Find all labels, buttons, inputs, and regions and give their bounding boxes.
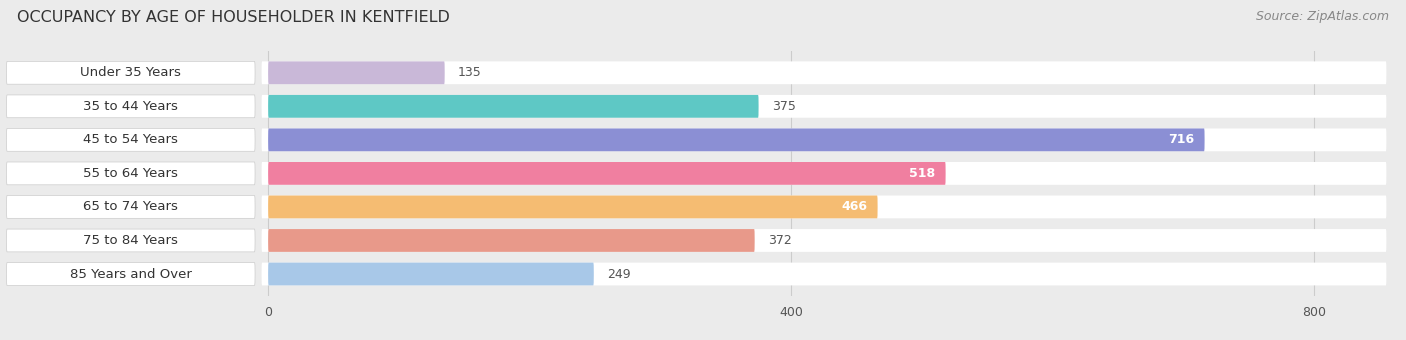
Text: 65 to 74 Years: 65 to 74 Years	[83, 201, 179, 214]
FancyBboxPatch shape	[262, 62, 1386, 84]
Text: Under 35 Years: Under 35 Years	[80, 66, 181, 79]
FancyBboxPatch shape	[7, 129, 254, 151]
FancyBboxPatch shape	[269, 162, 946, 185]
Text: OCCUPANCY BY AGE OF HOUSEHOLDER IN KENTFIELD: OCCUPANCY BY AGE OF HOUSEHOLDER IN KENTF…	[17, 10, 450, 25]
Text: 375: 375	[772, 100, 796, 113]
Text: 716: 716	[1168, 133, 1194, 146]
FancyBboxPatch shape	[7, 95, 254, 118]
Text: 55 to 64 Years: 55 to 64 Years	[83, 167, 179, 180]
FancyBboxPatch shape	[7, 195, 254, 218]
FancyBboxPatch shape	[269, 62, 444, 84]
Text: 35 to 44 Years: 35 to 44 Years	[83, 100, 179, 113]
FancyBboxPatch shape	[262, 129, 1386, 151]
FancyBboxPatch shape	[7, 262, 254, 285]
Text: 75 to 84 Years: 75 to 84 Years	[83, 234, 179, 247]
Text: 518: 518	[910, 167, 935, 180]
FancyBboxPatch shape	[262, 95, 1386, 118]
Text: 372: 372	[768, 234, 792, 247]
FancyBboxPatch shape	[262, 262, 1386, 285]
Text: 85 Years and Over: 85 Years and Over	[70, 268, 191, 280]
FancyBboxPatch shape	[7, 229, 254, 252]
FancyBboxPatch shape	[262, 162, 1386, 185]
FancyBboxPatch shape	[7, 162, 254, 185]
Text: 45 to 54 Years: 45 to 54 Years	[83, 133, 179, 146]
FancyBboxPatch shape	[269, 195, 877, 218]
Text: 249: 249	[607, 268, 630, 280]
Text: 135: 135	[458, 66, 481, 79]
FancyBboxPatch shape	[269, 95, 759, 118]
FancyBboxPatch shape	[269, 262, 593, 285]
Text: Source: ZipAtlas.com: Source: ZipAtlas.com	[1256, 10, 1389, 23]
FancyBboxPatch shape	[262, 195, 1386, 218]
FancyBboxPatch shape	[269, 229, 755, 252]
FancyBboxPatch shape	[7, 62, 254, 84]
FancyBboxPatch shape	[262, 229, 1386, 252]
Text: 466: 466	[841, 201, 868, 214]
FancyBboxPatch shape	[269, 129, 1205, 151]
